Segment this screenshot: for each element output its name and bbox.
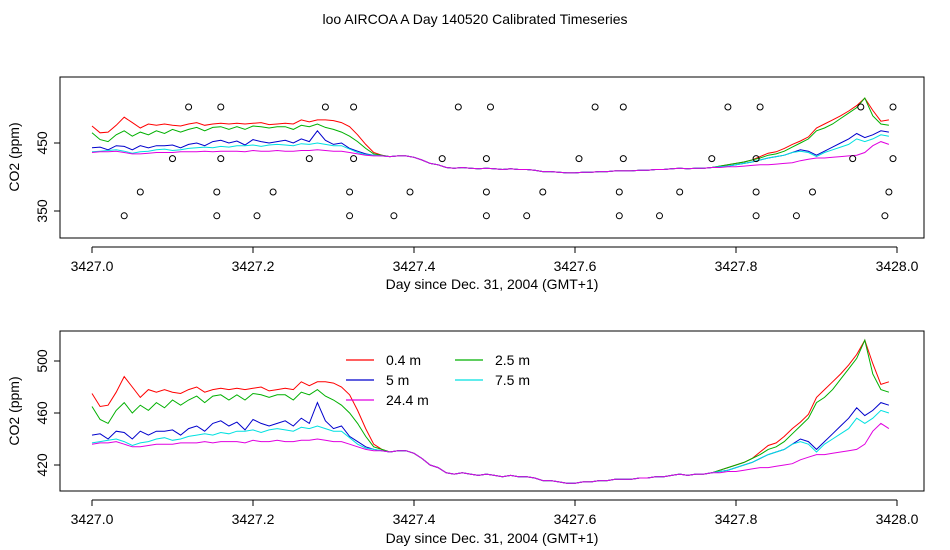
flag-point (213, 212, 221, 220)
flag-point (792, 212, 800, 220)
y-tick-label: 420 (34, 453, 50, 477)
flag-point (169, 155, 176, 163)
top-y-axis: 350 450 (34, 131, 60, 223)
x-tick-label: 3427.2 (232, 258, 275, 274)
top-series-lines (91, 97, 890, 174)
x-tick-label: 3427.8 (715, 258, 758, 274)
x-tick-label: 3427.2 (232, 511, 275, 527)
series-line-0-4-m-panel1 (91, 97, 889, 174)
flag-point (708, 155, 716, 163)
flag-point (849, 155, 857, 163)
bottom-x-axis-label: Day since Dec. 31, 2004 (GMT+1) (386, 530, 599, 546)
flag-point (482, 212, 490, 220)
legend-label: 0.4 m (386, 352, 421, 368)
flag-point (619, 155, 627, 163)
bottom-series-lines (91, 338, 890, 484)
top-flag-points (120, 103, 897, 220)
legend: 0.4 m 5 m 24.4 m 2.5 m 7.5 m (346, 352, 530, 408)
x-tick-label: 3427.0 (71, 258, 114, 274)
legend-label: 7.5 m (495, 372, 530, 388)
flag-point (575, 155, 583, 163)
flag-point (185, 103, 193, 111)
series-line-2-5-m-panel2 (91, 338, 890, 484)
flag-point (881, 212, 889, 220)
flag-point (615, 188, 623, 196)
flag-point (539, 188, 547, 196)
x-tick-label: 3428.0 (876, 511, 919, 527)
x-tick-label: 3428.0 (876, 258, 919, 274)
legend-label: 5 m (386, 372, 409, 388)
flag-point (656, 212, 663, 220)
flag-point (889, 103, 897, 111)
top-y-axis-label: CO2 (ppm) (6, 122, 22, 191)
bottom-x-axis: 3427.0 3427.2 3427.4 3427.6 3427.8 3428.0 (71, 499, 919, 527)
flag-point (438, 155, 446, 163)
flag-point (454, 103, 462, 111)
series-line-7-5-m-panel1 (91, 134, 889, 174)
series-line-7-5-m-panel2 (91, 409, 890, 484)
x-tick-label: 3427.4 (393, 511, 436, 527)
flag-point (253, 212, 261, 220)
y-tick-label: 500 (34, 349, 50, 373)
legend-label: 24.4 m (386, 392, 429, 408)
flag-point (217, 155, 225, 163)
flag-point (756, 103, 764, 111)
x-tick-label: 3427.0 (71, 511, 114, 527)
top-plot-frame (59, 76, 925, 239)
flag-point (752, 188, 760, 196)
y-tick-label: 460 (34, 401, 50, 425)
y-tick-label: 350 (34, 199, 50, 223)
flag-point (676, 188, 684, 196)
flag-point (482, 188, 490, 196)
flag-point (346, 188, 354, 196)
series-line-24-4-m-panel1 (91, 141, 890, 174)
flag-point (136, 188, 144, 196)
bottom-panel: 3427.0 3427.2 3427.4 3427.6 3427.8 3428.0 420… (6, 330, 925, 546)
top-panel: 3427.0 3427.2 3427.4 3427.6 3427.8 3428.0 350… (6, 76, 925, 292)
series-line-2-5-m-panel1 (91, 97, 889, 174)
x-tick-label: 3427.4 (393, 258, 436, 274)
flag-point (305, 155, 313, 163)
x-tick-label: 3427.6 (554, 258, 597, 274)
top-x-axis: 3427.0 3427.2 3427.4 3427.6 3427.8 3428.0 (71, 246, 919, 274)
flag-point (406, 188, 414, 196)
bottom-plot-frame (59, 330, 925, 492)
flag-point (350, 103, 358, 111)
y-tick-label: 450 (34, 131, 50, 155)
flag-point (523, 212, 531, 220)
flag-point (889, 155, 897, 163)
legend-label: 2.5 m (495, 352, 530, 368)
flag-point (390, 212, 398, 220)
flag-point (120, 212, 128, 220)
flag-point (321, 103, 329, 111)
flag-point (857, 103, 865, 111)
flag-point (350, 155, 358, 163)
flag-point (752, 155, 760, 163)
flag-point (619, 103, 627, 111)
flag-point (487, 103, 494, 111)
chart-title: loo AIRCOA A Day 140520 Calibrated Times… (322, 11, 627, 27)
x-tick-label: 3427.6 (554, 511, 597, 527)
flag-point (213, 188, 221, 196)
flag-point (752, 212, 760, 220)
flag-point (217, 103, 225, 111)
flag-point (885, 188, 893, 196)
flag-point (269, 188, 277, 196)
flag-point (346, 212, 354, 220)
x-tick-label: 3427.8 (715, 511, 758, 527)
series-line-0-4-m-panel2 (91, 338, 890, 484)
flag-point (615, 212, 623, 220)
flag-point (724, 103, 732, 111)
flag-point (591, 103, 599, 111)
bottom-y-axis-label: CO2 (ppm) (6, 376, 22, 445)
bottom-y-axis: 420 460 500 (34, 349, 60, 477)
flag-point (809, 188, 816, 196)
series-line-24-4-m-panel2 (91, 422, 890, 484)
top-x-axis-label: Day since Dec. 31, 2004 (GMT+1) (386, 276, 599, 292)
flag-point (482, 155, 490, 163)
